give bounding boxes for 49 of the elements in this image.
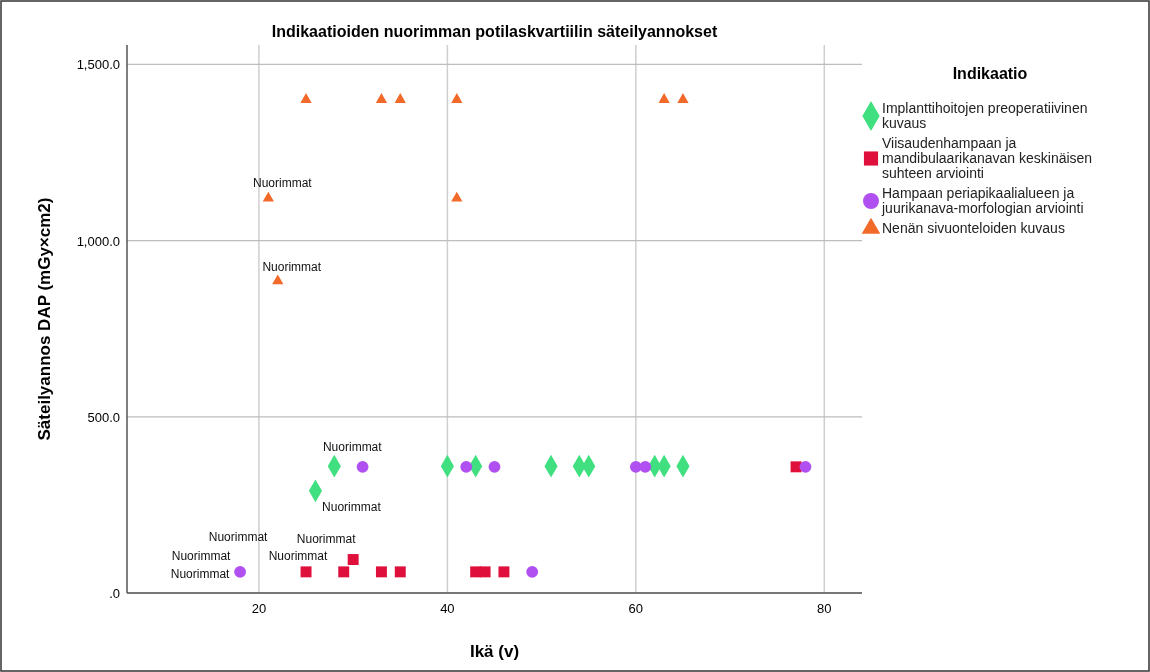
y-tick-label: 1,000.0	[76, 233, 120, 249]
annotation: Nuorimmat	[296, 531, 357, 546]
annotation: Nuorimmat	[262, 260, 322, 275]
annotation: Nuorimmat	[268, 548, 329, 563]
point	[488, 460, 501, 473]
annotation: Nuorimmat	[170, 566, 231, 581]
point	[347, 554, 359, 565]
annotation: Nuorimmat	[253, 176, 313, 191]
chart-title: Indikaatioiden nuorimman potilaskvartiilin säteilyannokset	[271, 23, 718, 40]
annotation: Nuorimmat	[171, 548, 232, 563]
x-tick-label: 40	[440, 601, 455, 616]
point	[300, 93, 312, 103]
point	[498, 566, 510, 578]
point	[338, 566, 350, 578]
x-tick-label: 20	[251, 601, 267, 616]
annotation: Nuorimmat	[322, 440, 383, 455]
point	[451, 93, 463, 103]
point	[234, 565, 246, 578]
point	[658, 93, 670, 103]
legend-label: Hampaan periapikaalialueen ja juurikanava-morfologian arviointi	[881, 185, 1084, 216]
point	[272, 274, 284, 285]
point	[677, 93, 689, 103]
x-tick-label: 80	[817, 601, 832, 616]
y-tick-label: 1,500.0	[76, 57, 120, 73]
annotation: Nuorimmat	[322, 499, 382, 514]
point	[262, 191, 274, 202]
annotation: Nuorimmat	[208, 529, 269, 544]
point	[300, 566, 312, 578]
x-axis-title: Ikä (v)	[469, 642, 520, 661]
point	[375, 566, 387, 578]
point	[639, 460, 652, 473]
y-axis-title: Säteilyannos DAP (mGy×cm2)	[35, 197, 54, 441]
point	[394, 93, 406, 103]
point	[375, 93, 388, 103]
point	[460, 460, 473, 473]
point	[526, 565, 539, 578]
legend-title: Indikaatio	[952, 65, 1028, 82]
legend-label: Viisaudenhampaan ja mandibulaarikanavan keskinäisen suhteen arviointi	[882, 135, 1093, 181]
point	[394, 566, 406, 578]
x-tick-label: 60	[628, 601, 644, 616]
legend-label: Nenän sivuonteloiden kuvaus	[882, 220, 1065, 236]
point	[451, 191, 463, 202]
point	[356, 460, 369, 473]
point	[799, 460, 812, 473]
y-tick-label: 500.0	[87, 409, 120, 425]
point	[479, 566, 491, 578]
legend-label: Implanttihoitojen preoperatiivinen kuvaus	[882, 100, 1088, 131]
y-tick-label: .0	[109, 586, 120, 601]
point	[470, 566, 482, 578]
